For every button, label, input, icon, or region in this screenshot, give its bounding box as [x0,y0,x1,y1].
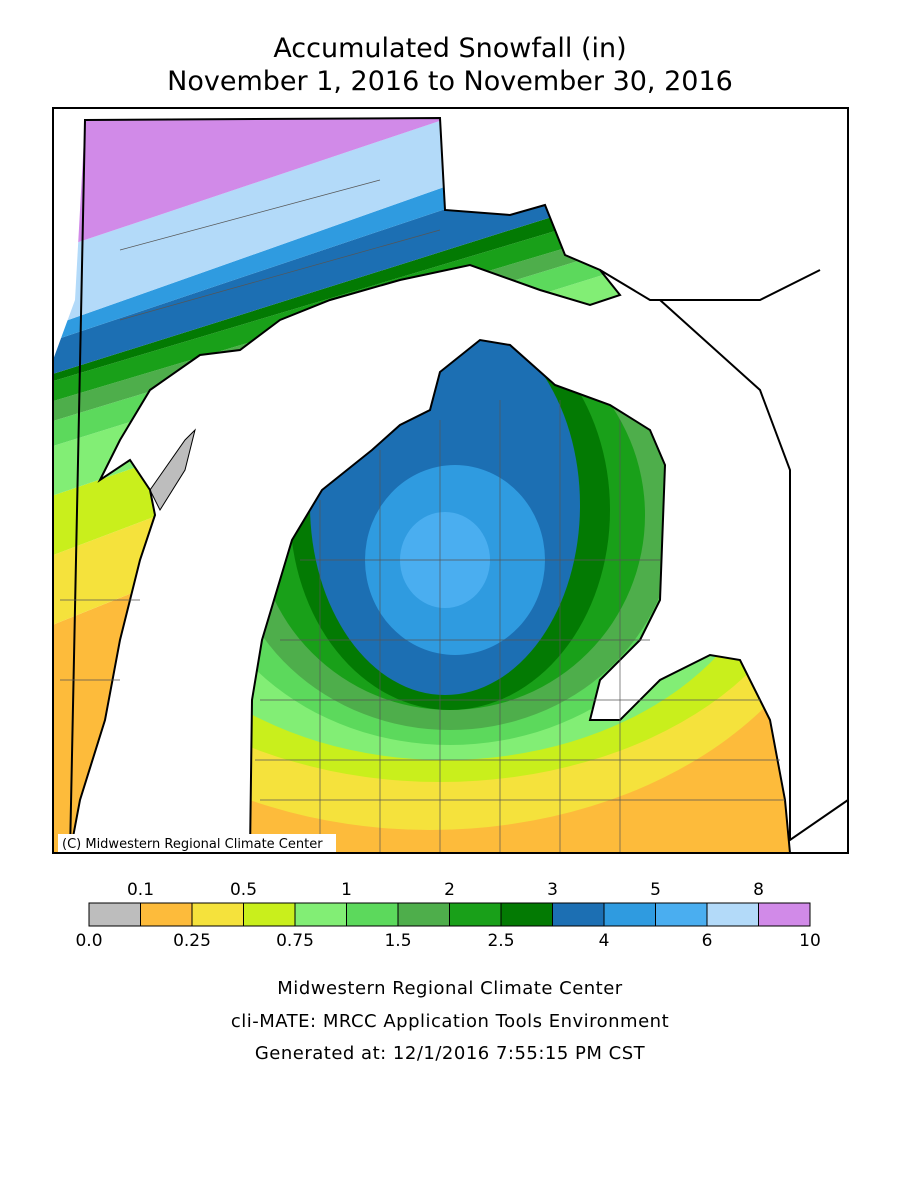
legend-swatch [191,902,244,927]
footer-line1: Midwestern Regional Climate Center [277,978,623,999]
legend-swatch [706,902,759,927]
legend-lower-label: 2.5 [487,931,514,951]
legend-swatch [140,902,193,927]
copyright: (C) Midwestern Regional Climate Center [62,837,323,852]
legend-upper-label: 8 [753,880,764,900]
legend-lower-label: 0.75 [276,931,314,951]
legend-lower-label: 0.25 [173,931,211,951]
contour-region [53,120,620,385]
legend-upper-label: 1 [341,880,352,900]
legend-swatch [449,902,502,927]
copyright-bg [58,834,336,852]
legend-swatch [552,902,605,927]
legend-lower-label: 10 [799,931,821,951]
legend-swatch [500,902,553,927]
contour-region [53,118,620,378]
contour-region [53,118,620,255]
map: (C) Midwestern Regional Climate Center [52,107,849,854]
title-line2: November 1, 2016 to November 30, 2016 [167,66,733,97]
legend-swatch [397,902,450,927]
legend-swatch [243,902,296,927]
legend-swatch [655,902,708,927]
legend: 0.1 0.5 1 2 3 5 8 0.0 0.25 0.75 1.5 2.5 4 6 10 [75,880,820,951]
footer-line2: cli-MATE: MRCC Application Tools Environ… [231,1011,669,1032]
map-frame [52,107,849,854]
legend-swatch [346,902,399,927]
legend-upper-label: 0.1 [127,880,154,900]
legend-lower-label: 0.0 [75,931,102,951]
legend-swatch [603,902,656,927]
contour-region [149,428,196,512]
legend-lower-label: 6 [702,931,713,951]
legend-swatch [758,902,811,927]
legend-swatch [88,902,141,927]
legend-upper-label: 5 [650,880,661,900]
title-line1: Accumulated Snowfall (in) [273,33,626,64]
footer-line3: Generated at: 12/1/2016 7:55:15 PM CST [255,1043,646,1064]
legend-upper-label: 0.5 [230,880,257,900]
legend-upper-label: 2 [444,880,455,900]
legend-lower-label: 4 [599,931,610,951]
legend-lower-label: 1.5 [384,931,411,951]
legend-swatch [294,902,347,927]
legend-upper-label: 3 [547,880,558,900]
